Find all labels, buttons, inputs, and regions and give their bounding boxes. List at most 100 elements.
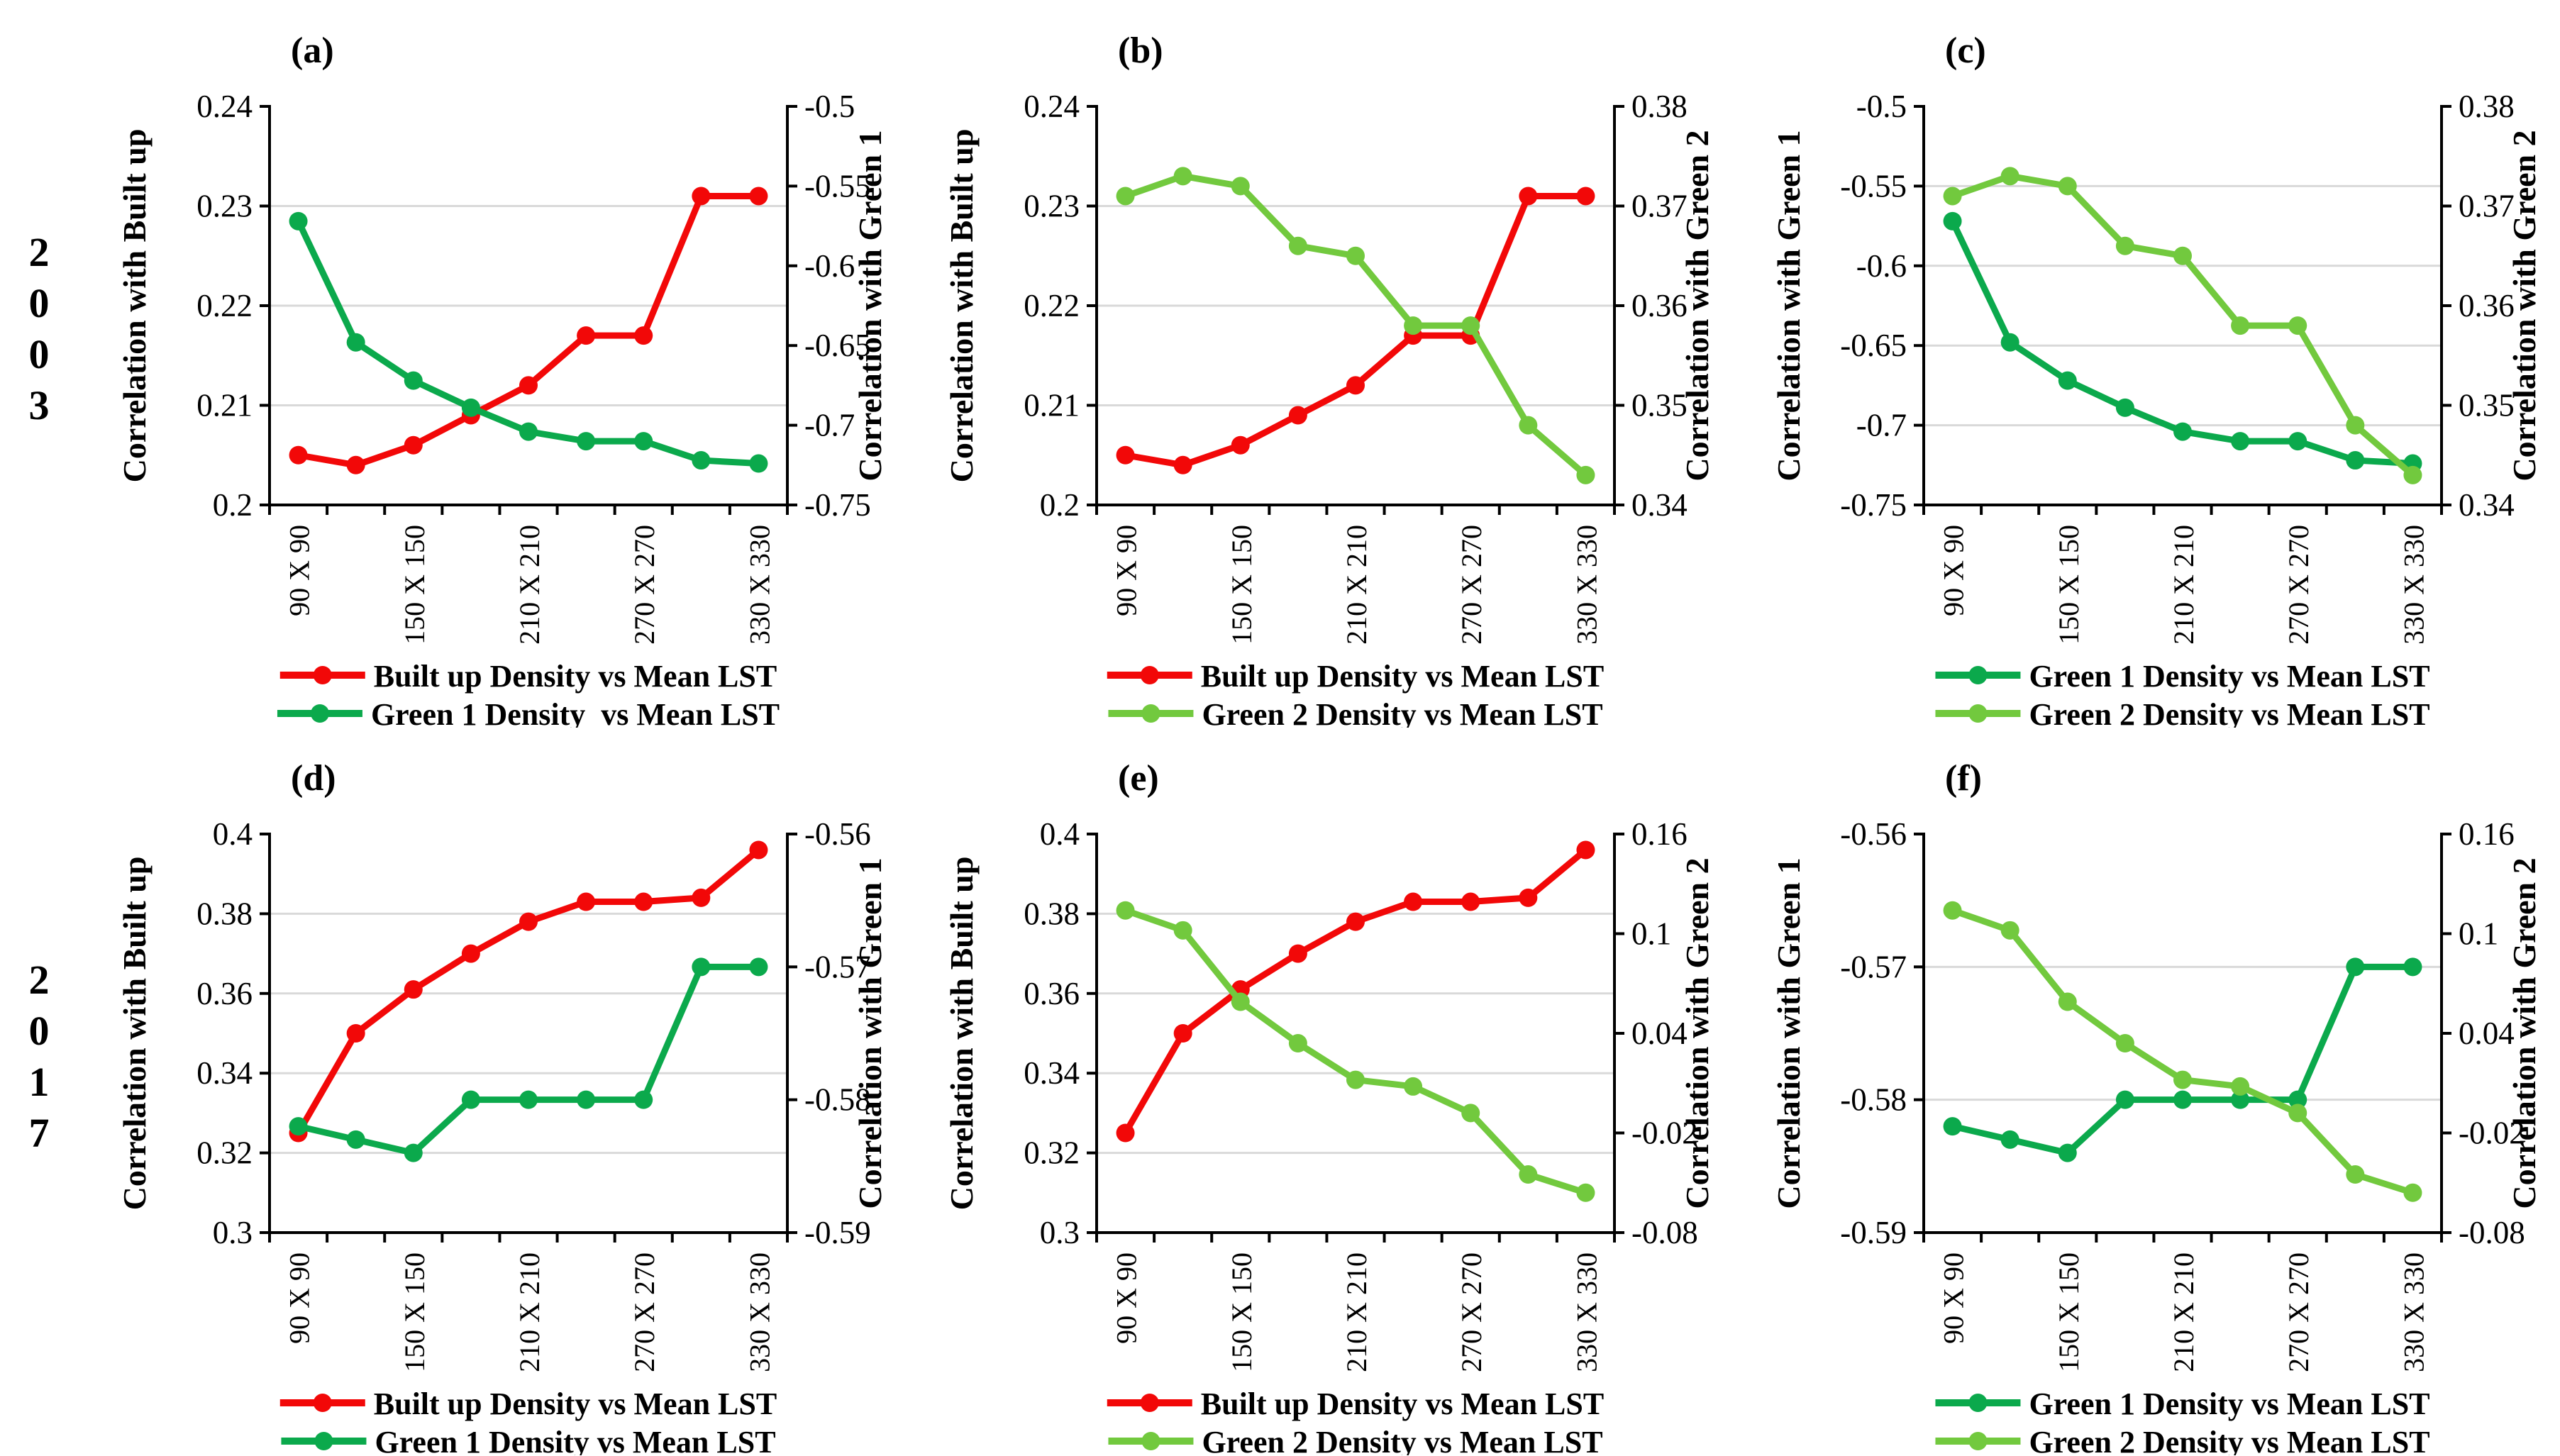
legend-item: Built up Density vs Mean LST xyxy=(279,659,777,694)
legend-marker xyxy=(310,704,329,723)
panel-label: (f) xyxy=(1945,758,1982,799)
data-point-marker xyxy=(346,333,365,352)
right-axis-tick-label: -0.02 xyxy=(2459,1116,2525,1151)
data-point-marker xyxy=(289,445,308,465)
data-point-marker xyxy=(1288,944,1307,963)
data-point-marker xyxy=(577,326,596,345)
left-axis-title: Correlation with Green 1 xyxy=(1771,130,1807,481)
data-point-marker xyxy=(2115,236,2134,255)
legend-marker xyxy=(1968,666,1988,684)
right-axis-title: Correlation with Green 2 xyxy=(1679,130,1715,481)
right-axis-tick-label: -0.58 xyxy=(804,1082,871,1118)
x-axis-category-label: 270 X 270 xyxy=(1456,1252,1487,1372)
x-axis-category-label: 150 X 150 xyxy=(2053,1252,2085,1372)
right-axis-tick-label: -0.57 xyxy=(804,949,871,984)
data-point-marker xyxy=(1346,246,1365,265)
data-point-marker xyxy=(692,888,711,907)
data-point-marker xyxy=(1231,435,1250,455)
data-point-marker xyxy=(1943,211,1962,230)
legend-item: Green 1 Density vs Mean LST xyxy=(1935,659,2430,694)
data-point-marker xyxy=(1346,912,1365,931)
right-axis-tick-label: 0.34 xyxy=(2459,487,2515,523)
left-axis-tick-label: 0.2 xyxy=(1040,487,1080,523)
left-axis-tick-label: -0.6 xyxy=(1856,248,1907,284)
x-axis-category-label: 270 X 270 xyxy=(2283,1252,2315,1372)
legend-label: Built up Density vs Mean LST xyxy=(1201,659,1604,694)
legend-label: Green 2 Density vs Mean LST xyxy=(1202,697,1602,728)
data-point-marker xyxy=(346,1130,365,1149)
chart-panel-a: 0.2 0.21 0.22 0.23 0.24 -0.75 -0.7 -0.65 -0.6 -0.… xyxy=(78,0,905,732)
series-line xyxy=(1122,846,1589,1136)
legend-item: Green 2 Density vs Mean LST xyxy=(1108,1425,1603,1456)
data-point-marker xyxy=(1943,187,1962,206)
data-point-marker xyxy=(2288,316,2307,335)
data-point-marker xyxy=(2173,1090,2192,1109)
data-point-marker xyxy=(1404,316,1423,335)
data-point-marker xyxy=(2346,957,2365,977)
data-point-marker xyxy=(1519,187,1538,206)
chart-panel-c: -0.75 -0.7 -0.65 -0.6 -0.55 -0.5 0.34 0.35 0.36 0… xyxy=(1732,0,2559,732)
data-point-marker xyxy=(2288,432,2307,451)
left-axis-tick-label: 0.2 xyxy=(213,487,253,523)
data-point-marker xyxy=(2403,465,2422,484)
right-axis-tick-label: -0.02 xyxy=(1631,1116,1698,1151)
data-point-marker xyxy=(346,1024,365,1043)
x-axis-category-label: 90 X 90 xyxy=(284,525,316,616)
data-point-marker xyxy=(2346,416,2365,435)
x-axis-category-label: 90 X 90 xyxy=(1111,1252,1143,1344)
series-line xyxy=(1122,192,1589,469)
legend-item: Green 2 Density vs Mean LST xyxy=(1108,697,1603,732)
data-point-marker xyxy=(634,892,653,911)
data-point-marker xyxy=(1943,901,1962,920)
data-point-marker xyxy=(519,912,538,931)
legend-marker xyxy=(1141,1432,1160,1450)
data-point-marker xyxy=(749,454,768,473)
data-point-marker xyxy=(1173,455,1192,474)
x-axis-category-label: 150 X 150 xyxy=(399,1252,431,1372)
x-axis-category-label: 150 X 150 xyxy=(399,525,431,645)
legend-label: Green 1 Density vs Mean LST xyxy=(371,697,780,728)
legend-marker xyxy=(313,1394,332,1412)
left-axis-title: Correlation with Built up xyxy=(116,857,153,1211)
right-axis-tick-label: -0.7 xyxy=(804,408,855,443)
data-point-marker xyxy=(2346,1165,2365,1184)
left-axis-tick-label: -0.58 xyxy=(1840,1082,1907,1118)
right-axis-title: Correlation with Green 1 xyxy=(852,857,888,1208)
legend-item: Green 1 Density vs Mean LST xyxy=(1935,1386,2430,1421)
data-point-marker xyxy=(1404,1077,1423,1096)
x-axis-category-label: 270 X 270 xyxy=(1456,525,1487,645)
right-axis-tick-label: 0.35 xyxy=(2459,388,2515,423)
right-axis-title: Correlation with Green 2 xyxy=(2506,130,2542,481)
left-axis-tick-label: 0.23 xyxy=(1024,189,1080,224)
year-digit: 3 xyxy=(28,382,50,428)
legend-label: Built up Density vs Mean LST xyxy=(374,659,777,694)
data-point-marker xyxy=(404,371,423,390)
legend-item: Built up Density vs Mean LST xyxy=(1107,1386,1604,1421)
data-point-marker xyxy=(692,451,711,470)
x-axis-category-label: 210 X 210 xyxy=(514,525,545,645)
data-point-marker xyxy=(692,187,711,206)
data-point-marker xyxy=(1461,892,1480,911)
data-point-marker xyxy=(289,1117,308,1136)
x-axis-category-label: 330 X 330 xyxy=(2398,525,2429,645)
right-axis-tick-label: -0.56 xyxy=(804,816,871,852)
right-axis-tick-label: 0.38 xyxy=(2459,89,2515,124)
legend-label: Green 2 Density vs Mean LST xyxy=(1202,1425,1602,1455)
data-point-marker xyxy=(634,326,653,345)
data-point-marker xyxy=(1576,465,1595,484)
left-axis-title: Correlation with Built up xyxy=(943,129,980,483)
right-axis-tick-label: -0.08 xyxy=(1631,1215,1698,1250)
left-axis-tick-label: 0.23 xyxy=(196,189,253,224)
data-point-marker xyxy=(634,432,653,451)
data-point-marker xyxy=(2346,451,2365,470)
data-point-marker xyxy=(1519,416,1538,435)
left-axis-tick-label: 0.34 xyxy=(1024,1055,1080,1091)
data-point-marker xyxy=(1288,236,1307,255)
right-axis-tick-label: 0.04 xyxy=(1631,1016,1688,1051)
data-point-marker xyxy=(404,435,423,455)
left-axis-tick-label: 0.24 xyxy=(1024,89,1080,124)
data-point-marker xyxy=(404,980,423,999)
data-point-marker xyxy=(2173,1070,2192,1089)
left-axis-tick-label: -0.7 xyxy=(1856,408,1907,443)
